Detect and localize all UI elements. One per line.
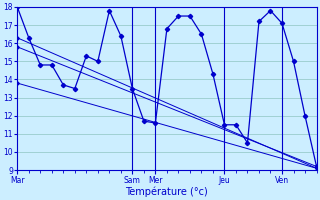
X-axis label: Température (°c): Température (°c) <box>125 186 208 197</box>
